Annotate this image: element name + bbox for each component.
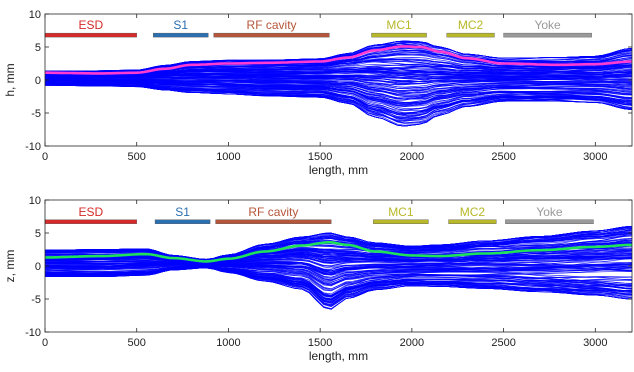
- x-tick-label: 0: [42, 337, 48, 349]
- x-tick-label: 3000: [583, 151, 607, 163]
- trajectory-line: [45, 265, 632, 301]
- y-tick-label: 0: [35, 75, 41, 87]
- trajectory-line: [45, 226, 632, 260]
- segment-label: MC2: [460, 205, 486, 219]
- trajectory-line: [45, 260, 632, 274]
- trajectory-line: [45, 52, 632, 74]
- y-tick-label: -5: [31, 294, 41, 306]
- y-tick-label: -10: [25, 327, 41, 339]
- x-tick-label: 500: [128, 151, 146, 163]
- trajectory-line: [45, 264, 632, 278]
- segment-label: S1: [173, 18, 188, 32]
- trajectory-line: [45, 71, 632, 89]
- trajectory-line: [45, 44, 632, 73]
- trajectory-line: [45, 266, 632, 301]
- y-tick-label: 10: [29, 195, 41, 207]
- segment-label: Yoke: [534, 18, 561, 32]
- x-tick-label: 0: [42, 151, 48, 163]
- segment-bar-yoke: [505, 219, 594, 224]
- trajectory-line: [45, 267, 632, 306]
- segment-label: MC1: [386, 18, 412, 32]
- chart-panel-1: ESD S1 RF cavity MC1 MC2 Yoke 0 500 1000 1500 2000…: [3, 9, 633, 177]
- segment-label: RF cavity: [247, 18, 297, 32]
- x-tick-label: 2500: [491, 337, 515, 349]
- trajectory-line: [45, 81, 632, 106]
- trajectory-line: [45, 84, 632, 127]
- trajectory-line: [45, 243, 632, 262]
- trajectory-line: [45, 234, 632, 262]
- reference-trajectory-line: [45, 241, 632, 263]
- y-tick-label: -5: [31, 108, 41, 120]
- y-axis-label: h, mm: [3, 63, 17, 96]
- y-tick-label: 5: [35, 228, 41, 240]
- trajectory-line: [45, 83, 632, 114]
- segment-bar-esd: [44, 32, 137, 38]
- segment-bar-rf-cavity: [215, 219, 332, 224]
- segment-bar-s1: [154, 219, 211, 224]
- trajectory-line: [45, 79, 632, 99]
- trajectory-line: [45, 83, 632, 107]
- segment-label: MC1: [388, 205, 414, 219]
- x-tick-label: 2000: [400, 151, 424, 163]
- trajectory-line: [45, 232, 632, 261]
- x-tick-label: 2000: [400, 337, 424, 349]
- segment-bar-rf-cavity: [213, 32, 330, 38]
- trajectory-line: [45, 267, 632, 306]
- trajectory-line: [45, 63, 632, 77]
- trajectory-bundle: [45, 226, 632, 310]
- segment-bar-esd: [44, 219, 137, 224]
- x-tick-label: 1500: [308, 151, 332, 163]
- segment-label: S1: [175, 205, 190, 219]
- segment-label: ESD: [79, 205, 104, 219]
- trajectory-line: [45, 257, 632, 275]
- segment-bar-mc2: [446, 32, 495, 38]
- segment-label: ESD: [79, 18, 104, 32]
- segment-label: MC2: [458, 18, 484, 32]
- reference-trajectory-line: [45, 45, 632, 75]
- x-tick-label: 1500: [308, 337, 332, 349]
- y-axis-label: z, mm: [3, 250, 17, 283]
- x-tick-label: 1000: [216, 151, 240, 163]
- x-tick-label: 1000: [216, 337, 240, 349]
- trajectory-line: [45, 75, 632, 90]
- segment-bar-mc1: [373, 219, 429, 224]
- segment-bar-yoke: [503, 32, 592, 38]
- y-tick-label: -10: [25, 141, 41, 153]
- chart-panel-2: ESD S1 RF cavity MC1 MC2 Yoke 0 500 1000 1500 2000…: [3, 195, 633, 363]
- x-axis-label: length, mm: [309, 163, 368, 177]
- y-tick-label: 10: [29, 9, 41, 21]
- trajectory-line: [45, 57, 632, 75]
- segment-bar-s1: [153, 32, 209, 38]
- trajectory-line: [45, 266, 632, 296]
- y-tick-label: 0: [35, 261, 41, 273]
- segment-label: Yoke: [536, 205, 563, 219]
- x-axis-label: length, mm: [309, 349, 368, 363]
- y-tick-label: 5: [35, 42, 41, 54]
- segment-bar-mc1: [371, 32, 427, 38]
- segment-label: RF cavity: [248, 205, 298, 219]
- segment-bar-mc2: [448, 219, 497, 224]
- x-tick-label: 500: [128, 337, 146, 349]
- x-tick-label: 2500: [491, 151, 515, 163]
- trajectory-line: [45, 261, 632, 270]
- trajectory-line: [45, 264, 632, 281]
- trajectory-line: [45, 79, 632, 92]
- trajectory-bundle: [45, 40, 632, 127]
- trajectory-line: [45, 266, 632, 298]
- x-tick-label: 3000: [583, 337, 607, 349]
